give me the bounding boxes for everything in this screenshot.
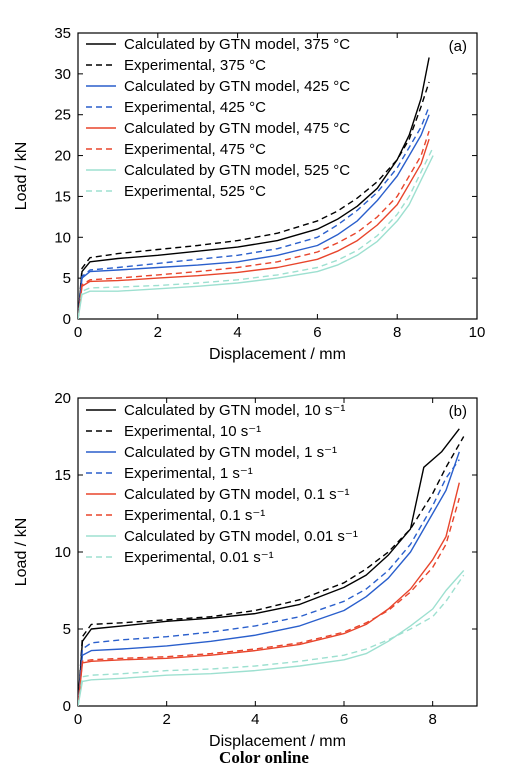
y-tick-label: 10 bbox=[54, 544, 71, 561]
y-tick-label: 5 bbox=[63, 270, 71, 287]
series-line bbox=[78, 147, 434, 319]
x-tick-label: 0 bbox=[74, 324, 82, 341]
legend-label: Experimental, 0.1 s⁻¹ bbox=[124, 507, 265, 524]
legend-label: Calculated by GTN model, 525 °C bbox=[124, 162, 350, 179]
series-line bbox=[78, 574, 465, 706]
legend-label: Calculated by GTN model, 0.1 s⁻¹ bbox=[124, 486, 350, 503]
x-tick-label: 0 bbox=[74, 711, 82, 728]
x-tick-label: 6 bbox=[340, 711, 348, 728]
legend-label: Calculated by GTN model, 1 s⁻¹ bbox=[124, 444, 337, 461]
y-tick-label: 25 bbox=[54, 107, 71, 124]
panel-label: (a) bbox=[449, 38, 467, 55]
legend-label: Experimental, 1 s⁻¹ bbox=[124, 465, 253, 482]
series-line bbox=[78, 130, 430, 319]
series-line bbox=[78, 114, 430, 319]
series-line bbox=[78, 570, 465, 706]
legend-label: Experimental, 525 °C bbox=[124, 183, 266, 200]
x-tick-label: 2 bbox=[154, 324, 162, 341]
legend-label: Calculated by GTN model, 425 °C bbox=[124, 78, 350, 95]
panel-label: (b) bbox=[449, 403, 467, 420]
series-line bbox=[78, 451, 460, 706]
series-group bbox=[78, 428, 465, 706]
x-tick-label: 4 bbox=[233, 324, 241, 341]
legend-label: Experimental, 0.01 s⁻¹ bbox=[124, 549, 274, 566]
legend: Calculated by GTN model, 10 s⁻¹ Experimen… bbox=[86, 402, 358, 566]
series-line bbox=[78, 436, 465, 706]
y-tick-label: 30 bbox=[54, 66, 71, 83]
series-line bbox=[78, 57, 430, 319]
legend-label: Experimental, 10 s⁻¹ bbox=[124, 423, 261, 440]
series-line bbox=[78, 459, 460, 706]
chart-panel-b: 0 2 4 6 8 0 5 10 15 20 Displacement / mm Load / kN (… bbox=[13, 390, 478, 750]
x-axis-label: Displacement / mm bbox=[209, 346, 346, 363]
legend-label: Calculated by GTN model, 375 °C bbox=[124, 36, 350, 53]
x-axis-label: Displacement / mm bbox=[209, 733, 346, 750]
series-line bbox=[78, 81, 430, 319]
series-line bbox=[78, 138, 430, 319]
series-line bbox=[78, 106, 430, 319]
series-line bbox=[78, 155, 434, 319]
y-tick-label: 5 bbox=[63, 621, 71, 638]
x-tick-label: 2 bbox=[162, 711, 170, 728]
y-tick-label: 15 bbox=[54, 467, 71, 484]
legend-label: Calculated by GTN model, 0.01 s⁻¹ bbox=[124, 528, 358, 545]
legend-label: Calculated by GTN model, 10 s⁻¹ bbox=[124, 402, 345, 419]
series-group bbox=[78, 57, 434, 319]
y-axis-label: Load / kN bbox=[13, 518, 30, 586]
y-tick-label: 0 bbox=[63, 311, 71, 328]
legend: Calculated by GTN model, 375 °C Experimen… bbox=[86, 36, 350, 200]
legend-label: Experimental, 475 °C bbox=[124, 141, 266, 158]
y-axis-label: Load / kN bbox=[13, 142, 30, 210]
y-tick-label: 0 bbox=[63, 698, 71, 715]
legend-label: Experimental, 425 °C bbox=[124, 99, 266, 116]
x-tick-label: 10 bbox=[469, 324, 486, 341]
figure-caption: Color online bbox=[219, 748, 309, 767]
x-tick-label: 8 bbox=[393, 324, 401, 341]
plot-frame bbox=[77, 32, 478, 320]
legend-label: Calculated by GTN model, 475 °C bbox=[124, 120, 350, 137]
series-line bbox=[78, 482, 460, 706]
x-tick-label: 4 bbox=[251, 711, 259, 728]
series-line bbox=[78, 428, 460, 706]
y-tick-label: 20 bbox=[54, 390, 71, 407]
y-tick-label: 10 bbox=[54, 229, 71, 246]
series-line bbox=[78, 497, 460, 706]
chart-panel-a: 0 2 4 6 8 10 0 5 10 15 20 25 30 35 Displacement / mm Lo… bbox=[13, 25, 485, 363]
legend-label: Experimental, 375 °C bbox=[124, 57, 266, 74]
y-tick-label: 20 bbox=[54, 148, 71, 165]
x-tick-label: 8 bbox=[428, 711, 436, 728]
y-tick-label: 35 bbox=[54, 25, 71, 42]
y-tick-label: 15 bbox=[54, 188, 71, 205]
x-tick-label: 6 bbox=[313, 324, 321, 341]
